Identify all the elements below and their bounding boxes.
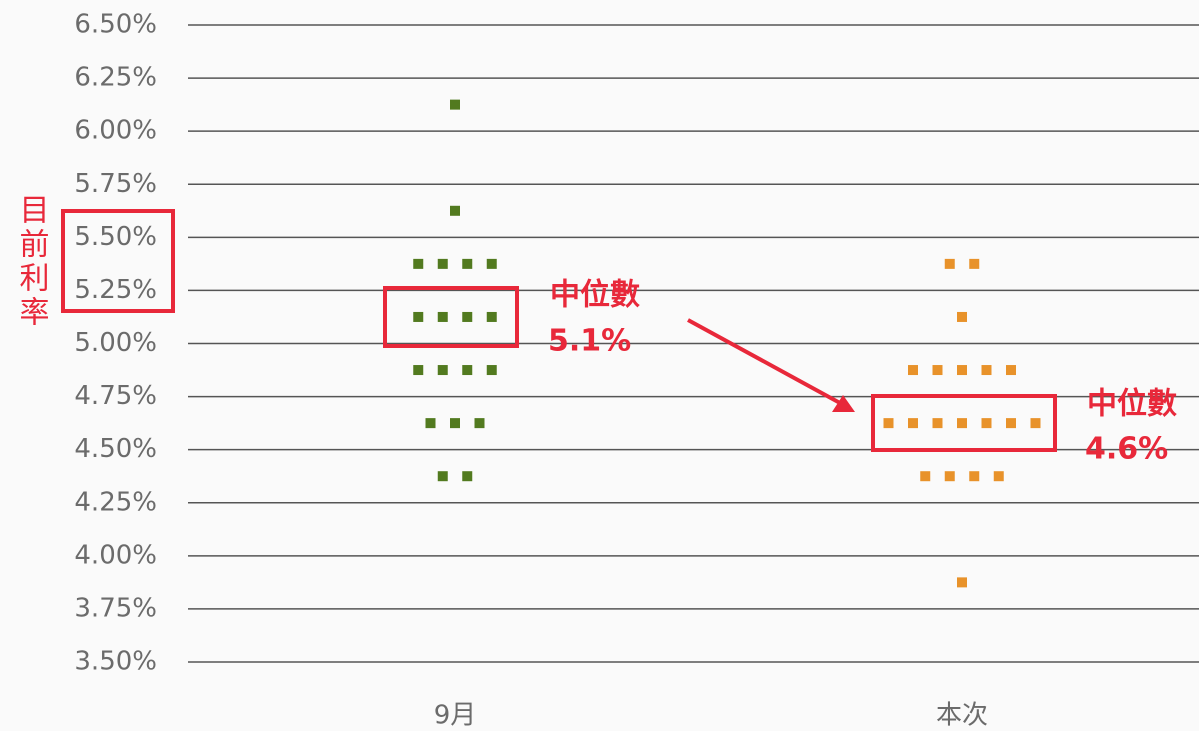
y-tick-label: 4.50% [74,434,157,464]
y-tick-label: 6.25% [74,63,157,93]
y-tick-label: 5.75% [74,169,157,199]
dot [908,365,918,376]
y-tick-label: 5.00% [74,328,157,358]
dot [425,418,436,429]
dot [969,258,980,269]
y-tick-label: 4.00% [74,540,157,570]
dot [450,418,460,429]
dot [450,205,460,216]
dot [957,418,967,429]
y-tick-label: 5.25% [74,275,157,305]
dot [462,311,473,322]
dot [981,418,992,429]
y-tick-label: 6.50% [74,10,157,40]
dot [413,365,424,376]
dot [437,471,448,482]
dot [1006,365,1016,376]
annotation-title: 中位數 [1087,387,1177,422]
dot [932,418,943,429]
dot [413,258,424,269]
dot [957,365,967,376]
annotation-label: 5.1% [548,324,631,359]
dot [944,471,955,482]
y-tick-label: 3.50% [74,647,157,677]
dot [1030,418,1041,429]
dot [437,258,448,269]
y-tick-label: 4.25% [74,487,157,517]
annotation-label: 4.6% [1085,432,1168,467]
dot [981,365,992,376]
x-tick-label: 本次 [936,701,988,731]
dot [920,471,931,482]
dot [957,311,967,322]
y-tick-label: 6.00% [74,116,157,146]
dot [437,311,448,322]
y-tick-label: 5.50% [74,222,157,252]
median-box [383,286,519,348]
dot [883,418,894,429]
y-axis-label: 目前利率 [14,194,50,330]
dot [993,471,1004,482]
dot [957,577,967,588]
dot [969,471,980,482]
y-tick-label: 4.75% [74,381,157,411]
dot [450,99,460,110]
arrow [687,318,841,405]
dot [462,365,473,376]
dot [944,258,955,269]
dot [474,418,485,429]
median-box [871,394,1057,452]
dot [486,258,497,269]
x-tick-label: 9月 [434,701,477,731]
dot [932,365,943,376]
dot [486,365,497,376]
y-tick-label: 3.75% [74,593,157,623]
dot [908,418,918,429]
dot [1006,418,1016,429]
highlight-box [61,209,175,313]
dot [462,258,473,269]
dot [413,311,424,322]
dot [462,471,473,482]
arrow-head [832,395,855,412]
dot [437,365,448,376]
annotation-title: 中位數 [550,278,640,313]
dot [486,311,497,322]
